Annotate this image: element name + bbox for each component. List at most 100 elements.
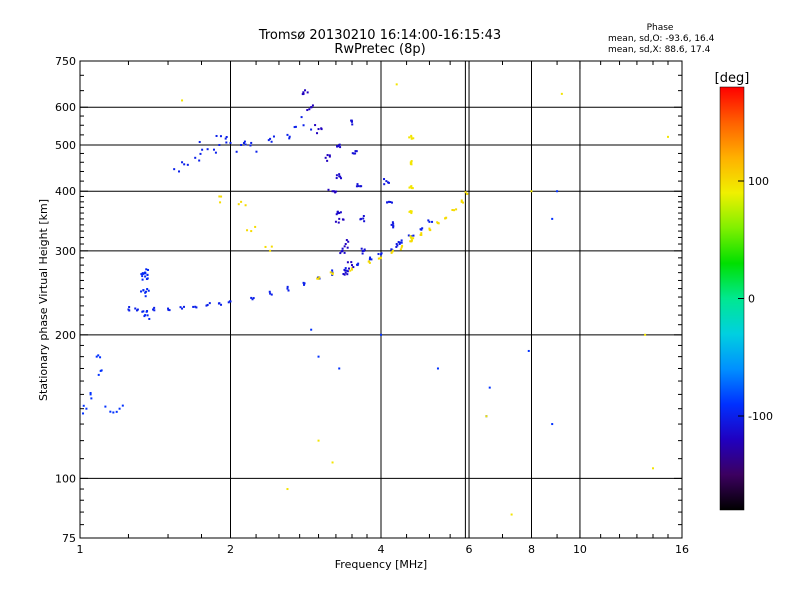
data-point: [142, 289, 145, 292]
data-point: [339, 211, 342, 214]
data-point: [466, 192, 469, 195]
data-point: [359, 185, 362, 188]
data-point: [218, 143, 221, 146]
data-point: [390, 248, 393, 251]
data-point: [390, 201, 393, 204]
data-point: [331, 272, 334, 275]
data-point: [194, 156, 197, 159]
data-point: [346, 261, 349, 264]
data-point: [310, 128, 313, 131]
data-point: [409, 210, 412, 213]
data-point: [383, 183, 386, 186]
data-point: [317, 439, 320, 442]
data-point: [215, 134, 218, 137]
data-point: [327, 188, 330, 191]
data-point: [243, 140, 246, 143]
data-point: [410, 134, 413, 137]
data-point: [144, 295, 147, 298]
data-point: [355, 185, 358, 188]
data-point: [410, 187, 413, 190]
data-point: [352, 266, 355, 269]
data-point: [350, 120, 353, 123]
data-point: [392, 222, 395, 225]
data-point: [272, 135, 275, 138]
data-point: [252, 297, 255, 300]
data-point: [249, 144, 252, 147]
data-point: [338, 143, 341, 146]
data-point: [331, 190, 334, 193]
data-point: [320, 127, 323, 130]
data-point: [409, 235, 412, 238]
data-point: [363, 220, 366, 223]
data-point: [141, 278, 144, 281]
data-point: [145, 268, 148, 271]
data-point: [428, 228, 431, 231]
data-point: [344, 271, 347, 274]
data-point: [408, 210, 411, 213]
data-point: [356, 264, 359, 267]
data-point: [192, 305, 195, 308]
data-point: [355, 150, 358, 153]
data-point: [410, 239, 413, 242]
data-point: [208, 302, 211, 305]
data-point: [556, 190, 559, 193]
data-point: [400, 241, 403, 244]
data-point: [551, 217, 554, 220]
data-point: [206, 303, 209, 306]
data-point: [392, 225, 395, 228]
data-point: [359, 218, 362, 221]
data-point: [293, 126, 296, 129]
data-point: [357, 262, 360, 265]
x-tick-label: 8: [528, 543, 535, 556]
data-point: [115, 410, 118, 413]
data-point: [361, 250, 364, 253]
data-point: [310, 328, 313, 331]
data-point: [217, 302, 220, 305]
data-point: [345, 239, 348, 242]
data-point: [408, 136, 411, 139]
data-point: [140, 273, 143, 276]
data-point: [335, 190, 338, 193]
data-point: [246, 229, 249, 232]
data-point: [267, 139, 270, 142]
data-point: [214, 151, 217, 154]
data-point: [240, 200, 243, 203]
data-point: [300, 116, 303, 119]
data-point: [269, 292, 272, 295]
data-point: [317, 277, 320, 280]
y-tick-label: 400: [55, 185, 76, 198]
data-point: [302, 124, 305, 127]
y-tick-label: 600: [55, 101, 76, 114]
data-point: [409, 185, 412, 188]
data-point: [199, 152, 202, 155]
data-point: [146, 314, 149, 317]
data-point: [360, 185, 363, 188]
y-tick-label: 750: [55, 55, 76, 68]
data-point: [338, 367, 341, 370]
x-tick-label: 4: [378, 543, 385, 556]
data-point: [652, 467, 655, 470]
data-point: [82, 412, 85, 415]
data-point: [182, 305, 185, 308]
data-point: [143, 315, 146, 318]
data-point: [343, 269, 346, 272]
data-point: [141, 272, 144, 275]
data-point: [328, 155, 331, 158]
grid-lines: [80, 61, 682, 538]
data-point: [225, 135, 228, 138]
data-point: [141, 275, 144, 278]
data-point: [338, 217, 341, 220]
data-point: [145, 290, 148, 293]
colorbar-label: [deg]: [715, 71, 750, 86]
data-point: [410, 237, 413, 240]
data-point: [409, 240, 412, 243]
data-point: [370, 258, 373, 261]
data-point: [118, 407, 121, 410]
data-point: [147, 289, 150, 292]
data-point: [269, 249, 272, 252]
data-point: [140, 290, 143, 293]
data-point: [412, 234, 415, 237]
data-point: [666, 135, 669, 138]
data-point: [318, 277, 321, 280]
data-point: [379, 257, 382, 260]
